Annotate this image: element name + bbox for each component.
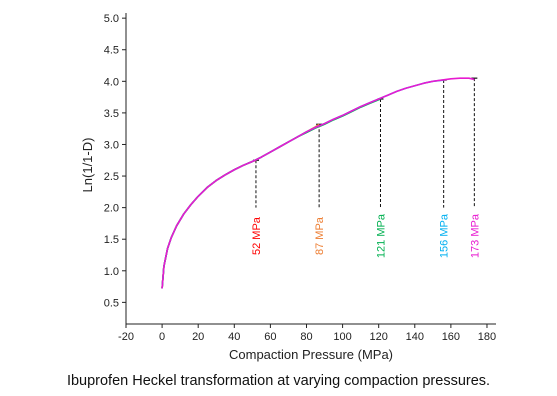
y-tick-label: 2.0 [104, 203, 119, 215]
x-tick-label: 120 [370, 331, 388, 343]
heckel-chart: -20 0 20 40 60 80 100 120 140 160 180 0.5 1.0 1.5 2.0 2… [80, 13, 496, 362]
series-line-2 [161, 123, 320, 289]
x-tick-label: 20 [192, 331, 204, 343]
x-tick-label: 160 [442, 331, 460, 343]
y-tick-label: 5.0 [104, 13, 119, 25]
series-line-4 [161, 79, 444, 289]
series-line-3 [161, 98, 381, 289]
marker-label: 173 MPa [469, 213, 481, 258]
y-tick-label: 1.0 [104, 266, 119, 278]
marker-label: 121 MPa [375, 213, 387, 258]
series-line-5 [161, 77, 475, 289]
x-tick-label: -20 [118, 331, 134, 343]
y-tick-label: 4.5 [104, 45, 119, 57]
series-lines [161, 77, 475, 289]
marker-label: 87 MPa [314, 216, 326, 255]
pressure-marker-labels: 52 MPa 87 MPa 121 MPa 156 MPa 173 MPa [251, 213, 481, 258]
y-axis-title: Ln(1/1-D) [80, 138, 95, 193]
x-tick-label: 100 [333, 331, 351, 343]
y-tick-label: 0.5 [104, 297, 119, 309]
x-tick-label: 60 [264, 331, 276, 343]
y-tick-label: 4.0 [104, 76, 119, 88]
y-tick-label: 1.5 [104, 234, 119, 246]
figure-caption: Ibuprofen Heckel transformation at varyi… [66, 373, 491, 389]
x-tick-label: 0 [159, 331, 165, 343]
series-line-1 [161, 159, 257, 289]
y-tick-label: 3.5 [104, 108, 119, 120]
x-axis-title: Compaction Pressure (MPa) [229, 347, 393, 362]
x-tick-label: 180 [478, 331, 496, 343]
axes: -20 0 20 40 60 80 100 120 140 160 180 0.5 1.0 1.5 2.0 2… [104, 13, 496, 343]
marker-label: 156 MPa [439, 213, 451, 258]
y-tick-label: 3.0 [104, 139, 119, 151]
x-tick-label: 140 [406, 331, 424, 343]
y-tick-label: 2.5 [104, 171, 119, 183]
x-tick-label: 80 [300, 331, 312, 343]
marker-label: 52 MPa [251, 216, 263, 255]
x-tick-label: 40 [228, 331, 240, 343]
